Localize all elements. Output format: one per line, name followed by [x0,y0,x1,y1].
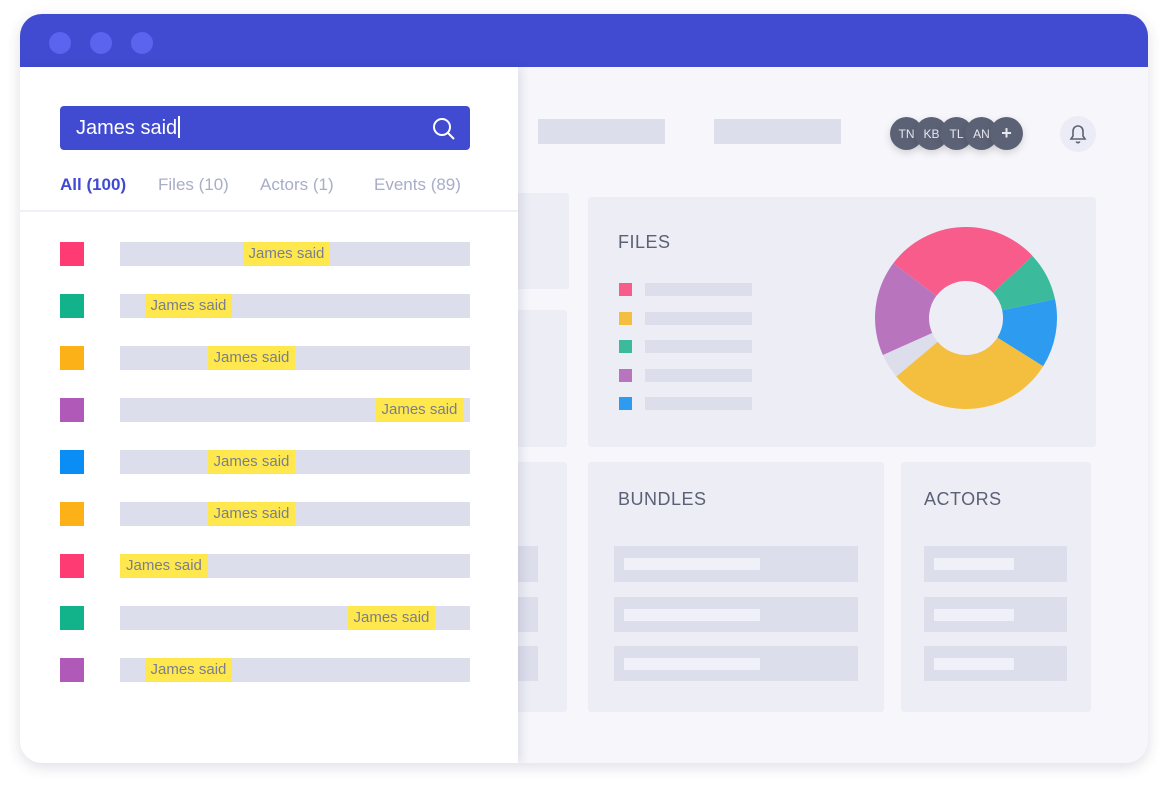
result-type-icon [60,606,84,630]
result-type-icon [60,398,84,422]
result-type-icon [60,294,84,318]
result-type-icon [60,346,84,370]
bundle-item [614,546,858,582]
app-window: TN KB TL AN + FILES BUNDLES ACTORS James sai… [20,14,1148,763]
match-highlight: James said [144,658,233,682]
donut-slice[interactable] [997,299,1057,367]
legend-label-placeholder [645,283,752,296]
window-maximize-dot[interactable] [131,32,153,54]
tab-events[interactable]: Events (89) [374,175,461,194]
donut-slice[interactable] [896,337,1044,409]
legend-label-placeholder [645,397,752,410]
legend-swatch [619,340,632,353]
tab-all[interactable]: All (100) [60,175,127,194]
bundle-item [614,597,858,632]
header-placeholder [714,119,841,144]
donut-slice[interactable] [993,255,1056,311]
donut-slice[interactable] [875,263,937,356]
result-text: James said [120,242,470,266]
legend-swatch [619,368,632,382]
donut-slice[interactable] [893,226,1033,296]
text-caret [178,116,180,138]
result-text: James said [120,554,470,578]
add-member-button[interactable]: + [990,117,1023,150]
window-minimize-dot[interactable] [90,32,112,54]
actor-item [924,546,1067,582]
result-type-icon [60,554,84,578]
match-highlight: James said [207,502,296,526]
header-placeholder [538,119,665,144]
tabs-divider [20,210,518,212]
actors-title: ACTORS [924,489,1002,509]
donut-slice[interactable] [882,333,938,377]
result-type-icon [60,658,84,682]
search-panel: James said All (100) Files (10) Actors (… [20,67,518,763]
result-type-icon [60,450,84,474]
match-highlight: James said [242,242,331,266]
search-input[interactable]: James said [60,106,470,150]
match-highlight: James said [375,398,464,422]
bundles-title: BUNDLES [618,489,707,509]
search-icon[interactable] [432,117,456,141]
legend-swatch [619,311,632,325]
window-close-dot[interactable] [49,32,71,54]
match-highlight: James said [207,346,296,370]
files-donut-chart [875,226,1057,409]
bundles-card: BUNDLES [588,462,884,712]
match-highlight: James said [144,294,233,318]
result-type-icon [60,502,84,526]
actor-item [924,646,1067,681]
result-text: James said [120,398,470,422]
match-highlight: James said [347,606,436,630]
result-text: James said [120,502,470,526]
legend-label-placeholder [645,340,752,353]
title-bar [20,14,1148,67]
actors-card: ACTORS [901,462,1091,712]
result-text: James said [120,658,470,682]
tab-files[interactable]: Files (10) [158,175,229,194]
legend-swatch [619,397,632,410]
tab-actors[interactable]: Actors (1) [260,175,334,194]
legend-swatch [619,283,632,296]
legend-label-placeholder [645,311,752,325]
match-highlight: James said [207,450,296,474]
legend-label-placeholder [645,368,752,382]
actor-item [924,597,1067,632]
result-text: James said [120,450,470,474]
result-type-icon [60,242,84,266]
bundle-item [614,646,858,681]
result-text: James said [120,606,470,630]
result-text: James said [120,346,470,370]
bell-icon [1069,125,1087,144]
files-title: FILES [618,232,671,252]
search-value: James said [76,117,178,139]
notifications-button[interactable] [1060,116,1096,152]
match-highlight: James said [120,554,208,578]
result-text: James said [120,294,470,318]
